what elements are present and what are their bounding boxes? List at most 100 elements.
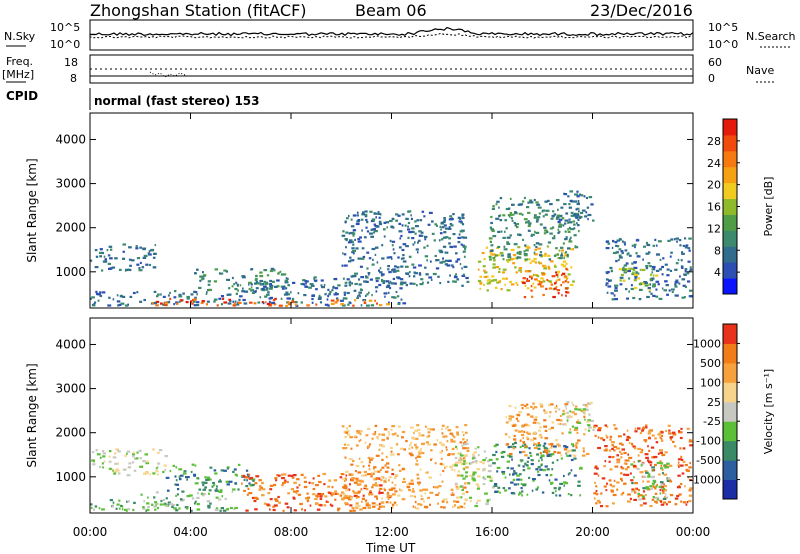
power-cell [490,221,493,225]
power-cell [302,279,306,282]
power-cell [242,298,246,302]
velocity-cell [528,447,531,450]
velocity-cell [418,434,422,437]
power-cell [266,293,270,296]
velocity-cell [513,471,516,474]
power-cell [250,283,253,286]
power-cell [449,274,451,277]
power-cell [557,292,560,295]
velocity-cell [574,408,578,411]
velocity-cell [424,492,426,495]
velocity-colorbar-swatch [723,479,737,500]
velocity-cell [386,493,390,496]
velocity-cell [642,475,647,478]
velocity-cell [247,475,250,478]
power-cell [440,228,442,231]
velocity-cell [164,455,168,458]
power-cell [528,258,531,261]
power-cell [576,207,580,210]
velocity-cell [641,427,645,430]
velocity-cell [611,447,614,450]
power-cell [561,252,563,255]
power-cell [283,293,288,296]
velocity-cell [494,483,498,486]
power-cell [351,282,353,285]
power-cell [554,282,557,285]
power-cell [512,262,516,265]
velocity-cell [108,455,111,458]
velocity-cell [359,430,363,433]
velocity-cell [566,411,569,414]
power-cell [444,251,447,254]
power-cell [612,251,617,255]
velocity-cell [345,478,347,481]
power-cell [650,277,655,280]
power-cell [118,303,122,306]
velocity-cell [290,488,295,491]
power-cell [678,282,681,285]
velocity-cell [477,475,481,478]
velocity-cell [497,490,500,493]
velocity-cell [391,487,393,490]
velocity-cell [152,448,155,451]
power-cell [442,236,447,239]
power-cell [384,295,386,298]
power-cell [450,224,454,227]
power-cell [426,244,429,247]
velocity-cell [525,436,529,439]
power-cell [129,264,132,267]
velocity-cell [263,502,267,505]
power-cell [645,241,649,244]
velocity-cell [378,492,381,495]
power-cell [398,222,402,225]
power-cell [652,283,656,286]
velocity-cell [350,447,353,450]
power-cell [522,281,526,285]
power-cell [500,254,504,257]
power-cell [136,263,140,266]
velocity-cell [465,462,468,465]
velocity-cell [541,491,545,494]
velocity-cell [102,466,104,469]
velocity-cell [502,472,505,475]
velocity-cell [630,479,634,482]
power-cell [674,285,678,288]
velocity-cell [508,455,513,458]
velocity-cell [453,469,456,472]
velocity-cell [331,492,335,495]
power-cell [496,281,500,284]
velocity-cell [529,451,532,455]
velocity-cell [396,434,399,437]
velocity-cell [427,443,432,446]
velocity-cell [524,454,528,457]
power-cell [518,267,522,270]
power-cell [521,213,524,216]
power-cell [386,256,390,259]
velocity-cell [602,438,606,442]
velocity-cell [553,487,557,490]
power-cell [440,221,443,224]
velocity-cell [514,406,517,409]
velocity-cell [231,490,234,493]
velocity-cell [469,474,472,477]
velocity-cell [162,470,165,474]
power-cell [407,221,411,225]
power-cell [408,255,412,258]
power-colorbar-swatch [723,262,737,279]
velocity-cell [343,443,347,446]
power-cell [333,293,338,296]
velocity-cell [587,429,591,432]
velocity-cell [352,509,356,512]
velocity-cell [508,418,512,421]
velocity-cell [522,436,524,440]
velocity-cell [355,444,359,447]
velocity-cell [466,439,468,442]
velocity-cell [281,484,284,487]
velocity-cell [533,437,537,440]
velocity-cell [666,479,670,482]
velocity-cell [146,460,149,463]
power-cell [101,291,106,294]
velocity-cell [379,468,382,471]
x-tick-label: 12:00 [374,525,409,539]
power-cell [255,274,258,277]
